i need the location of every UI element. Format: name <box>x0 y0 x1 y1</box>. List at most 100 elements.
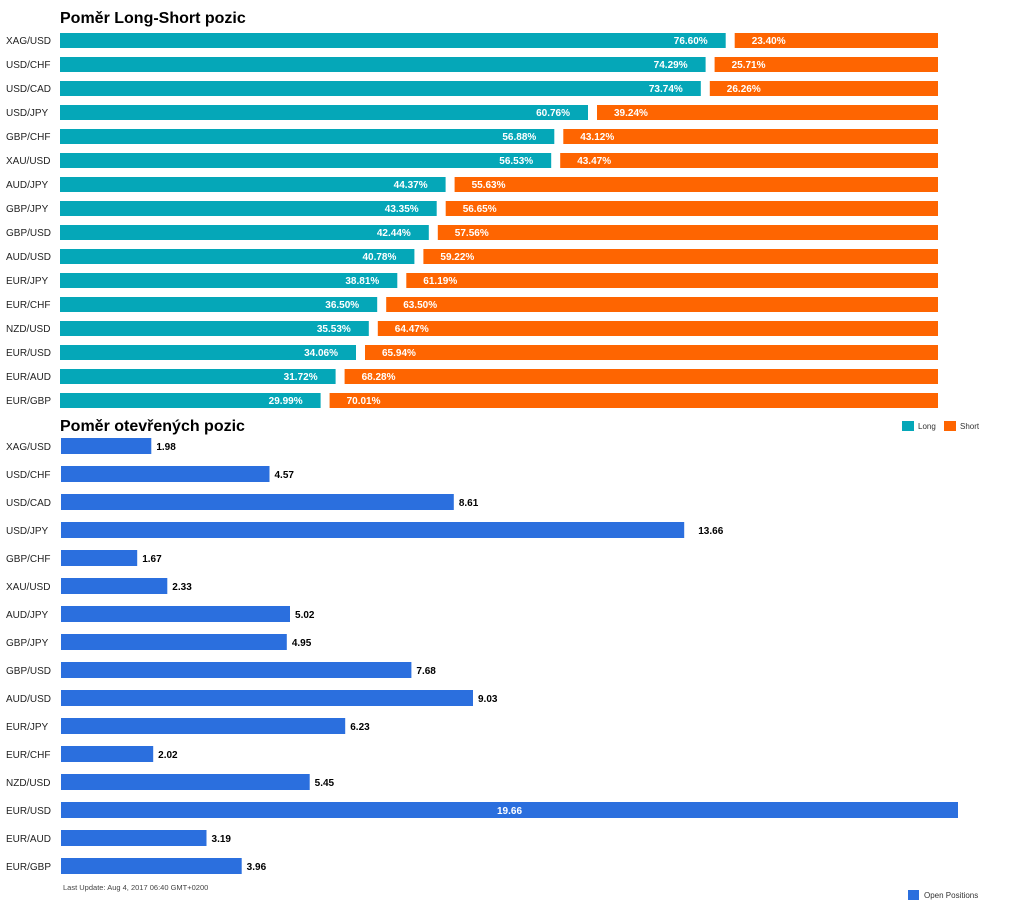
open-bar-aud-jpy <box>61 606 290 622</box>
op-category-gbp-usd: GBP/USD <box>6 666 51 677</box>
short-bar-nzd-usd <box>377 321 938 336</box>
legend-short-swatch <box>944 421 956 431</box>
short-bar-eur-jpy <box>406 273 938 288</box>
short-bar-usd-cad <box>709 81 938 96</box>
short-bar-gbp-jpy <box>445 201 938 216</box>
long-label-aud-usd: 40.78% <box>362 252 396 263</box>
short-label-usd-cad: 26.26% <box>727 84 761 95</box>
short-label-nzd-usd: 64.47% <box>395 324 429 335</box>
long-label-eur-usd: 34.06% <box>304 348 338 359</box>
ls-category-gbp-jpy: GBP/JPY <box>6 204 49 215</box>
op-category-usd-cad: USD/CAD <box>6 498 51 509</box>
long-bar-usd-chf <box>60 57 706 72</box>
long-bar-eur-chf <box>60 297 378 312</box>
short-label-gbp-usd: 57.56% <box>455 228 489 239</box>
op-category-eur-aud: EUR/AUD <box>6 834 51 845</box>
ls-category-eur-jpy: EUR/JPY <box>6 276 49 287</box>
ls-category-usd-chf: USD/CHF <box>6 60 50 71</box>
op-category-eur-usd: EUR/USD <box>6 806 51 817</box>
open-label-aud-jpy: 5.02 <box>295 610 315 621</box>
short-bar-gbp-chf <box>563 129 938 144</box>
long-short-bars: XAG/USD 76.60% 23.40% USD/CHF 74.29% 25.71% US… <box>6 33 939 408</box>
long-label-usd-chf: 74.29% <box>654 60 688 71</box>
legend-long-swatch <box>902 421 914 431</box>
long-bar-nzd-usd <box>60 321 369 336</box>
open-positions-legend: Open Positions <box>908 890 978 900</box>
op-category-aud-usd: AUD/USD <box>6 694 51 705</box>
ls-category-xau-usd: XAU/USD <box>6 156 50 167</box>
open-bar-eur-usd <box>61 802 958 818</box>
open-bar-gbp-chf <box>61 550 138 566</box>
open-bar-usd-jpy <box>61 522 685 538</box>
ls-category-aud-jpy: AUD/JPY <box>6 180 49 191</box>
ls-category-eur-chf: EUR/CHF <box>6 300 50 311</box>
last-update: Last Update: Aug 4, 2017 06:40 GMT+0200 <box>63 883 208 892</box>
open-bar-usd-cad <box>61 494 454 510</box>
legend-short-label: Short <box>960 422 980 431</box>
open-bar-eur-gbp <box>61 858 242 874</box>
long-bar-eur-usd <box>60 345 356 360</box>
short-bar-xag-usd <box>734 33 938 48</box>
short-label-eur-gbp: 70.01% <box>347 396 381 407</box>
open-label-xau-usd: 2.33 <box>172 582 192 593</box>
open-bar-eur-aud <box>61 830 207 846</box>
long-bar-xag-usd <box>60 33 726 48</box>
open-bar-xau-usd <box>61 578 168 594</box>
op-category-nzd-usd: NZD/USD <box>6 778 50 789</box>
short-label-usd-jpy: 39.24% <box>614 108 648 119</box>
open-bar-aud-usd <box>61 690 473 706</box>
long-bar-gbp-jpy <box>60 201 437 216</box>
long-bar-eur-jpy <box>60 273 398 288</box>
op-category-eur-jpy: EUR/JPY <box>6 722 49 733</box>
long-bar-eur-gbp <box>60 393 321 408</box>
long-bar-gbp-chf <box>60 129 555 144</box>
open-label-usd-chf: 4.57 <box>275 470 295 481</box>
long-label-eur-chf: 36.50% <box>325 300 359 311</box>
open-label-eur-gbp: 3.96 <box>247 862 267 873</box>
open-label-gbp-chf: 1.67 <box>142 554 162 565</box>
ls-category-eur-gbp: EUR/GBP <box>6 396 51 407</box>
ls-category-eur-aud: EUR/AUD <box>6 372 51 383</box>
short-label-xag-usd: 23.40% <box>752 36 786 47</box>
open-label-usd-jpy: 13.66 <box>698 526 723 537</box>
short-bar-eur-usd <box>365 345 938 360</box>
ls-category-eur-usd: EUR/USD <box>6 348 51 359</box>
open-positions-title: Poměr otevřených pozic <box>60 418 245 435</box>
open-bar-gbp-jpy <box>61 634 287 650</box>
open-bar-xag-usd <box>61 438 152 454</box>
long-short-title: Poměr Long-Short pozic <box>60 10 246 27</box>
op-category-usd-chf: USD/CHF <box>6 470 50 481</box>
ls-category-nzd-usd: NZD/USD <box>6 324 50 335</box>
ls-category-usd-jpy: USD/JPY <box>6 108 49 119</box>
short-bar-xau-usd <box>560 153 938 168</box>
long-label-xag-usd: 76.60% <box>674 36 708 47</box>
long-label-eur-aud: 31.72% <box>284 372 318 383</box>
long-label-usd-jpy: 60.76% <box>536 108 570 119</box>
op-category-xag-usd: XAG/USD <box>6 442 51 453</box>
open-bar-eur-jpy <box>61 718 346 734</box>
long-bar-xau-usd <box>60 153 552 168</box>
short-label-eur-aud: 68.28% <box>362 372 396 383</box>
long-label-gbp-jpy: 43.35% <box>385 204 419 215</box>
long-bar-aud-usd <box>60 249 415 264</box>
long-bar-eur-aud <box>60 369 336 384</box>
open-label-eur-jpy: 6.23 <box>350 722 370 733</box>
open-label-eur-aud: 3.19 <box>212 834 232 845</box>
long-bar-usd-cad <box>60 81 701 96</box>
long-bar-aud-jpy <box>60 177 446 192</box>
op-category-xau-usd: XAU/USD <box>6 582 50 593</box>
op-category-aud-jpy: AUD/JPY <box>6 610 49 621</box>
op-category-gbp-chf: GBP/CHF <box>6 554 50 565</box>
short-label-gbp-jpy: 56.65% <box>463 204 497 215</box>
ls-category-xag-usd: XAG/USD <box>6 36 51 47</box>
short-bar-usd-jpy <box>597 105 938 120</box>
open-positions-bars: XAG/USD 1.98 USD/CHF 4.57 USD/CAD 8.61 USD/JPY… <box>6 438 958 874</box>
short-label-eur-chf: 63.50% <box>403 300 437 311</box>
short-label-aud-jpy: 55.63% <box>472 180 506 191</box>
legend-open-label: Open Positions <box>924 891 978 900</box>
open-label-xag-usd: 1.98 <box>156 442 176 453</box>
op-category-usd-jpy: USD/JPY <box>6 526 49 537</box>
short-label-aud-usd: 59.22% <box>440 252 474 263</box>
ls-category-aud-usd: AUD/USD <box>6 252 51 263</box>
